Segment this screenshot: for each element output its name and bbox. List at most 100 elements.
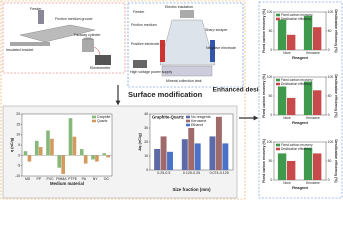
bar xyxy=(303,81,313,115)
y-tick-label: 50 xyxy=(269,29,273,33)
x-tick-label: MS xyxy=(25,177,31,181)
legend-swatch xyxy=(186,115,190,119)
y-tick-label: -10 xyxy=(15,174,20,178)
y-tick-label: 0 xyxy=(146,168,148,172)
x-tick-label: PMMA xyxy=(56,177,67,181)
legend-label: Fixed carbon recovery xyxy=(281,78,313,82)
y-tick-label: 10 xyxy=(16,133,20,137)
y-axis-label: Δq (nC/g) xyxy=(137,133,142,151)
legend-swatch xyxy=(92,115,96,119)
x-axis-label: Size fraction (mm) xyxy=(172,187,211,192)
y-tick-label: -5 xyxy=(17,164,20,168)
label: Feeder xyxy=(30,7,42,11)
bar xyxy=(72,136,77,156)
bar xyxy=(222,143,229,170)
y2-tick-label: 0 xyxy=(328,48,330,52)
legend-swatch xyxy=(186,119,190,123)
label: Friction medium groove xyxy=(55,17,93,21)
y-tick-label: 50 xyxy=(269,159,273,163)
y2-axis-label: Desilication efficiency (%) xyxy=(334,9,338,52)
bar xyxy=(181,139,188,170)
y-tick-label: 100 xyxy=(267,75,273,79)
legend-swatch xyxy=(186,123,190,127)
y2-tick-label: 100 xyxy=(328,10,334,14)
bar xyxy=(303,147,313,180)
x-tick-label: PP xyxy=(37,177,42,181)
bar xyxy=(38,147,43,156)
apparatus-drawing xyxy=(10,10,111,65)
legend-label: Desilication efficiency xyxy=(281,82,312,86)
y-tick-label: 50 xyxy=(269,94,273,98)
bar xyxy=(209,136,216,170)
bar xyxy=(95,155,99,162)
bar xyxy=(91,155,95,160)
y-tick-label: 5 xyxy=(18,143,20,147)
x-tick-label: NY xyxy=(93,177,99,181)
legend-swatch xyxy=(276,82,280,86)
bar xyxy=(188,128,195,170)
legend-swatch xyxy=(276,143,280,147)
bar xyxy=(61,155,65,174)
label: Electric insulation xyxy=(165,5,193,9)
x-tick-label: None xyxy=(283,51,291,55)
x-tick-label: 0.074-0.125 xyxy=(210,171,229,175)
y2-tick-label: 50 xyxy=(328,159,332,163)
bar xyxy=(194,143,201,170)
x-tick-label: 0.125-0.25 xyxy=(183,171,200,175)
y-tick-label: 10 xyxy=(144,154,148,158)
y-tick-label: 30 xyxy=(144,126,148,130)
x-tick-label: Kerosene xyxy=(306,181,320,185)
bar xyxy=(34,140,39,156)
legend-swatch xyxy=(276,13,280,17)
x-tick-label: Kerosene xyxy=(306,51,320,55)
y-tick-label: 0 xyxy=(270,48,272,52)
bar xyxy=(215,116,222,170)
y-tick-label: 100 xyxy=(267,10,273,14)
y-tick-label: 0 xyxy=(270,178,272,182)
y2-tick-label: 50 xyxy=(328,29,332,33)
bar xyxy=(313,27,322,50)
y-tick-label: 0 xyxy=(18,153,20,157)
y-tick-label: 15 xyxy=(16,122,20,126)
legend-label: Graphite xyxy=(97,115,110,119)
bar xyxy=(313,153,322,180)
x-tick-label: OC xyxy=(104,177,110,181)
label: Sharp scraper xyxy=(205,28,228,32)
bar xyxy=(68,118,73,156)
legend-swatch xyxy=(92,119,96,123)
x-tick-label: None xyxy=(283,116,291,120)
y2-tick-label: 0 xyxy=(328,178,330,182)
legend-label: Desilication efficiency xyxy=(281,17,312,21)
label: Friction medium xyxy=(131,23,157,27)
y-axis-label: Fixed carbon recovery (%) xyxy=(262,9,266,53)
y-tick-label: 40 xyxy=(144,112,148,116)
legend-label: Quartz xyxy=(97,119,108,123)
legend-swatch xyxy=(276,78,280,82)
y-tick-label: 100 xyxy=(267,140,273,144)
bar xyxy=(167,151,174,170)
bar xyxy=(160,136,167,170)
bar xyxy=(277,153,287,180)
x-tick-label: 0.25-0.5 xyxy=(157,171,170,175)
label: Positive electrode xyxy=(131,42,159,46)
outer-frame xyxy=(0,0,246,200)
x-tick-label: PA xyxy=(82,177,87,181)
bar xyxy=(154,149,161,170)
legend-label: Ethanol xyxy=(191,123,203,127)
y-axis-label: q (nC/g) xyxy=(10,137,14,152)
y-axis-label: Fixed carbon recovery (%) xyxy=(262,74,266,118)
bar xyxy=(287,34,296,50)
legend-swatch xyxy=(276,147,280,151)
y-tick-label: 0 xyxy=(270,113,272,117)
label: High voltage power supply xyxy=(130,70,172,74)
section-label: Surface modification xyxy=(128,90,203,99)
y2-tick-label: 100 xyxy=(328,75,334,79)
label: Electrometer xyxy=(90,66,111,70)
x-tick-label: PTFE xyxy=(68,177,78,181)
label: Faraday cylinder xyxy=(74,33,101,37)
bar xyxy=(303,15,313,51)
bar xyxy=(50,138,54,156)
legend-label: Fixed carbon recovery xyxy=(281,143,313,147)
label: Negative electrode xyxy=(206,46,236,50)
graphical-abstract: Feeder Friction medium groove Faraday cy… xyxy=(0,0,343,200)
